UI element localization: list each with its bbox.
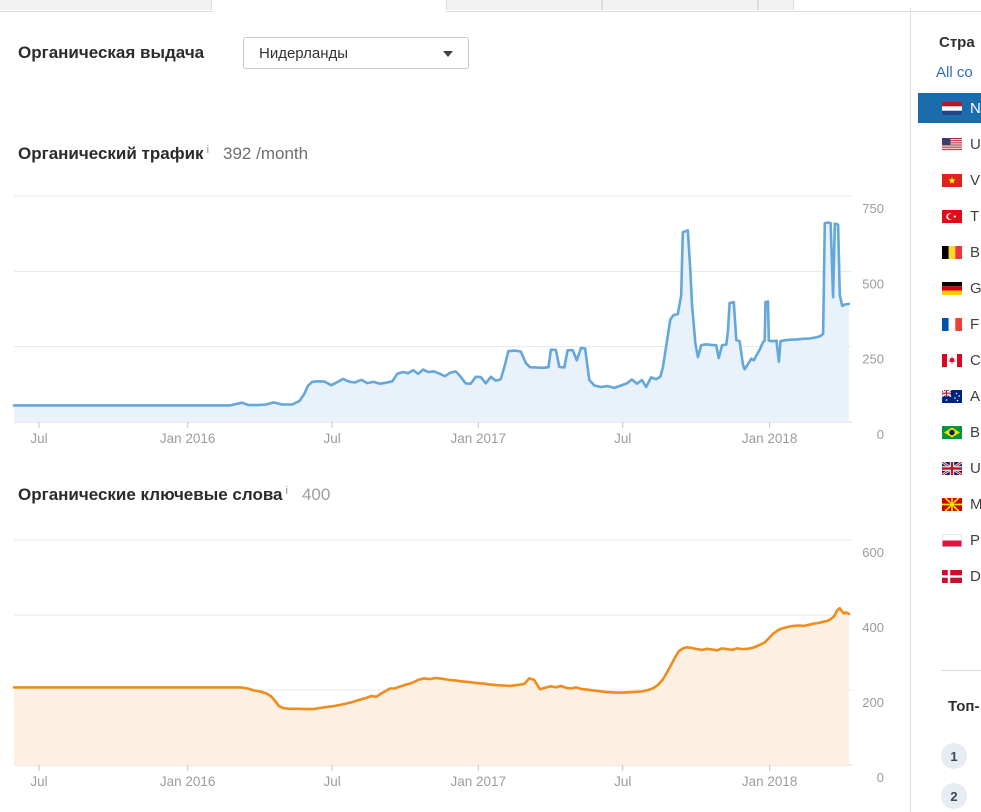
country-item-vn[interactable]: V [911, 162, 981, 198]
country-item-us[interactable]: U [911, 126, 981, 162]
svg-text:600: 600 [862, 545, 884, 560]
svg-text:Jul: Jul [614, 431, 631, 446]
country-label: F [970, 315, 980, 333]
country-item-br[interactable]: B [911, 414, 981, 450]
country-label: U [970, 459, 981, 477]
country-item-ca[interactable]: C [911, 342, 981, 378]
svg-text:Jul: Jul [30, 774, 47, 789]
organic-traffic-title: Органический трафик [18, 144, 204, 163]
fr-flag-icon [942, 317, 962, 331]
country-label: N [970, 99, 981, 117]
country-label: C [970, 351, 981, 369]
country-item-nl[interactable]: N [918, 93, 981, 123]
svg-text:Jan 2016: Jan 2016 [160, 774, 216, 789]
svg-text:Jul: Jul [324, 774, 341, 789]
countries-heading: Стра [939, 34, 975, 51]
tab-1[interactable] [0, 0, 212, 10]
us-flag-icon [942, 137, 962, 151]
top-tab-strip [0, 0, 981, 12]
ca-flag-icon [942, 353, 962, 367]
vn-flag-icon [942, 173, 962, 187]
rank-badge-2: 2 [941, 783, 967, 809]
svg-text:750: 750 [862, 201, 884, 216]
country-list: NUVTBGFCABUMPD [911, 93, 981, 594]
br-flag-icon [942, 425, 962, 439]
country-item-dk[interactable]: D [911, 558, 981, 594]
organic-keywords-value: 400 [301, 485, 331, 504]
svg-text:Jan 2016: Jan 2016 [160, 431, 216, 446]
svg-text:Jan 2018: Jan 2018 [742, 431, 798, 446]
organic-search-heading: Органическая выдача [18, 43, 205, 62]
au-flag-icon [941, 388, 962, 403]
svg-text:250: 250 [862, 352, 884, 367]
all-countries-link[interactable]: All co [936, 64, 973, 81]
svg-text:500: 500 [862, 276, 884, 291]
country-label: M [970, 496, 981, 513]
tab-2-active[interactable] [213, 0, 446, 12]
organic-traffic-value: 392 /month [223, 144, 309, 163]
country-item-mk[interactable]: M [911, 486, 981, 522]
pl-flag-icon [942, 533, 962, 547]
svg-text:400: 400 [862, 620, 884, 635]
dk-flag-icon [942, 569, 962, 583]
country-label: T [970, 207, 980, 225]
svg-text:Jan 2017: Jan 2017 [450, 774, 506, 789]
country-label: B [970, 243, 981, 261]
country-label: V [970, 171, 981, 189]
country-item-tr[interactable]: T [911, 198, 981, 234]
svg-text:Jul: Jul [614, 774, 631, 789]
country-item-gb[interactable]: U [911, 450, 981, 486]
svg-text:0: 0 [877, 770, 884, 785]
info-icon[interactable]: i [285, 485, 288, 497]
top-keywords-heading: Топ- [948, 698, 980, 715]
chevron-down-icon [443, 51, 453, 57]
organic-keywords-title: Органические ключевые слова [18, 485, 283, 504]
main-panel: Органическая выдача Нидерланды Органичес… [0, 11, 910, 812]
mk-flag-icon [941, 493, 963, 515]
country-item-pl[interactable]: P [911, 522, 981, 558]
de-flag-icon [942, 281, 962, 295]
nl-flag-icon [942, 101, 962, 115]
tab-3[interactable] [446, 0, 602, 10]
svg-text:Jan 2017: Jan 2017 [450, 431, 506, 446]
organic-traffic-chart[interactable]: 750 500 250 0 Jul Jan 2016 Jul Jan 2017 Jul Jan 2… [0, 190, 910, 457]
country-label: G [970, 279, 981, 297]
svg-text:200: 200 [862, 695, 884, 710]
info-icon[interactable]: i [206, 144, 210, 156]
country-select-dropdown[interactable]: Нидерланды [243, 37, 469, 69]
country-label: U [970, 135, 981, 153]
country-item-au[interactable]: A [911, 378, 981, 414]
countries-sidebar: Стра All co NUVTBGFCABUMPD Топ- 12 [910, 8, 981, 812]
country-item-fr[interactable]: F [911, 306, 981, 342]
country-select-value: Нидерланды [259, 44, 349, 62]
svg-text:Jul: Jul [324, 431, 341, 446]
country-item-de[interactable]: G [911, 270, 981, 306]
svg-text:Jan 2018: Jan 2018 [742, 774, 798, 789]
svg-text:0: 0 [877, 427, 884, 442]
country-label: D [970, 567, 981, 585]
be-flag-icon [942, 245, 962, 259]
country-label: B [970, 423, 981, 441]
country-item-be[interactable]: B [911, 234, 981, 270]
rank-badge-1: 1 [941, 743, 967, 769]
organic-keywords-chart[interactable]: 600 400 200 0 Jul Jan 2016 Jul Jan 2017 Jul Jan 2… [0, 530, 910, 803]
country-label: A [970, 387, 981, 405]
tab-5[interactable] [758, 0, 794, 10]
sidebar-divider [941, 670, 981, 671]
country-label: P [970, 531, 981, 549]
tab-4[interactable] [602, 0, 758, 10]
svg-text:Jul: Jul [30, 431, 47, 446]
gb-flag-icon [941, 460, 963, 476]
tr-flag-icon [942, 209, 962, 223]
